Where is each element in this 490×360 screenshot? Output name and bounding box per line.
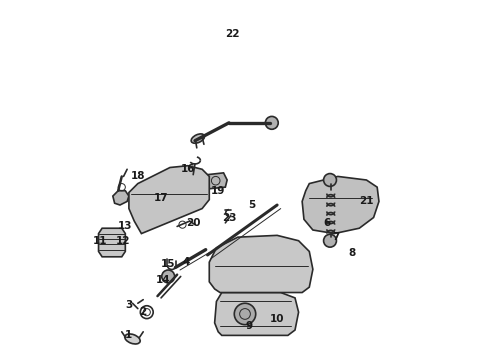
Text: 14: 14 [155,275,170,285]
Text: 16: 16 [181,164,195,174]
Text: 10: 10 [270,314,284,324]
Text: 2: 2 [140,307,147,317]
Polygon shape [98,228,125,257]
Text: 23: 23 [221,212,236,222]
Polygon shape [113,191,129,205]
Polygon shape [215,293,298,336]
Ellipse shape [125,334,140,344]
Circle shape [323,174,337,186]
Text: 6: 6 [323,218,331,228]
Polygon shape [302,176,379,234]
Text: 22: 22 [225,28,240,39]
Text: 8: 8 [348,248,356,258]
Text: 5: 5 [248,200,256,210]
Ellipse shape [191,134,204,143]
Text: 7: 7 [332,232,340,242]
Polygon shape [204,173,227,189]
Circle shape [234,303,256,325]
Circle shape [162,270,174,283]
Text: 19: 19 [211,186,225,196]
Text: 9: 9 [245,321,252,332]
Circle shape [266,116,278,129]
Circle shape [323,234,337,247]
Text: 18: 18 [130,171,145,181]
Text: 17: 17 [154,193,169,203]
Text: 1: 1 [125,330,132,341]
Text: 20: 20 [186,218,200,228]
Polygon shape [209,235,313,293]
Text: 3: 3 [125,300,132,310]
Text: 4: 4 [182,257,190,267]
Text: 12: 12 [116,236,131,246]
Text: 15: 15 [161,259,175,269]
Polygon shape [129,166,209,234]
Text: 11: 11 [93,236,108,246]
Text: 21: 21 [359,197,374,206]
Text: 13: 13 [118,221,133,231]
